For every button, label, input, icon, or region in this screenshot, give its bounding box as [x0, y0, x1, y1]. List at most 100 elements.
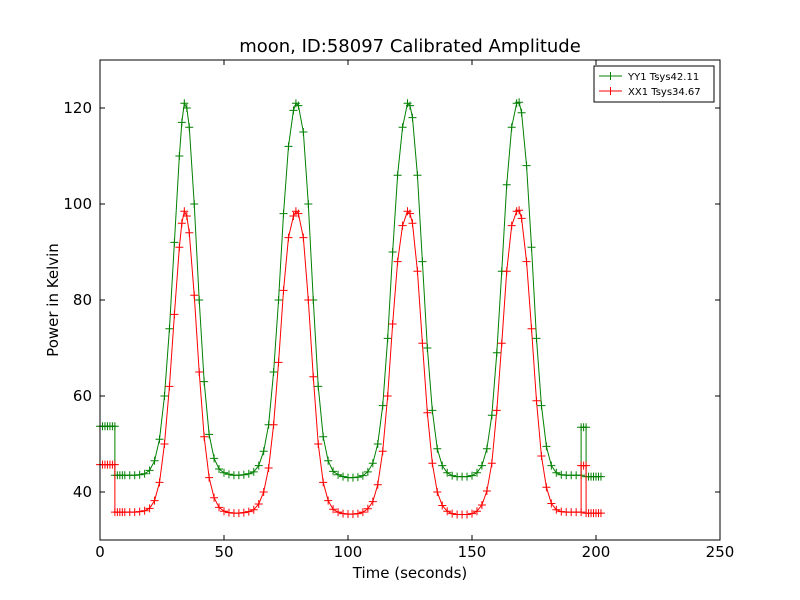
series-1-point-98	[527, 243, 536, 252]
series-1-point-23	[177, 118, 186, 127]
series-1-point-93	[507, 123, 516, 132]
series-1-point-80	[443, 468, 452, 477]
series-1-point-67	[383, 334, 392, 343]
series-1-point-79	[438, 461, 447, 470]
series-1	[96, 98, 605, 482]
series-1-point-37	[239, 470, 248, 479]
series-1-point-92	[502, 180, 511, 189]
series-1-point-95	[515, 98, 524, 107]
series-1-point-25	[182, 104, 191, 112]
series-2-point-85	[468, 509, 476, 518]
y-axis-label: Power in Kelvin	[44, 243, 62, 357]
series-2-point-111	[582, 461, 591, 470]
series-1-point-34	[224, 470, 233, 479]
series-2-point-47	[289, 212, 298, 220]
series-2-point-54	[319, 478, 328, 487]
series-1-point-89	[487, 411, 496, 420]
series-2-point-63	[363, 504, 372, 513]
series-layer	[96, 98, 605, 519]
series-2-point-20	[165, 382, 174, 391]
series-2-point-69	[393, 257, 402, 266]
series-1-point-66	[378, 401, 387, 410]
series-1-point-21	[170, 238, 179, 247]
series-1-point-76	[423, 344, 432, 352]
series-1-point-97	[522, 161, 531, 170]
series-2-point-108	[577, 508, 586, 517]
series-1-point-57	[334, 470, 343, 479]
series-2-point-44	[274, 358, 283, 367]
series-2-point-40	[254, 500, 263, 508]
legend-box	[593, 65, 715, 103]
series-1-point-111	[582, 423, 591, 432]
series-2-point-80	[443, 507, 452, 516]
series-2-point-103	[552, 505, 561, 514]
series-2-point-96	[517, 214, 526, 223]
series-1-point-18	[155, 435, 164, 444]
series-1-point-72	[406, 101, 414, 110]
series-2-point-17	[150, 496, 159, 505]
series-2-point-18	[155, 478, 164, 487]
series-1-point-30	[205, 430, 214, 439]
series-1-point-73	[408, 113, 417, 122]
series-2-point-78	[433, 488, 442, 496]
series-2-point-33	[220, 507, 228, 516]
y-tick-label-40: 40	[73, 483, 92, 501]
series-2-point-43	[269, 420, 278, 429]
series-2-point-102	[547, 499, 556, 508]
series-1-point-17	[150, 456, 159, 465]
series-1-point-54	[319, 432, 328, 441]
series-1-point-81	[448, 471, 457, 480]
series-1-point-61	[353, 473, 362, 482]
series-1-point-14	[135, 470, 144, 479]
series-1-point-70	[398, 123, 407, 132]
series-1-point-43	[269, 368, 278, 376]
series-2-point-98	[527, 324, 536, 333]
series-1-point-75	[418, 257, 427, 266]
series-1-point-88	[482, 444, 491, 453]
series-1-point-28	[195, 296, 204, 304]
tick-layer: 0 50 100 150 200 250 40 60 80 100 120	[63, 60, 734, 561]
series-2-point-56	[329, 505, 338, 514]
series-2	[96, 206, 605, 519]
plot-frame	[100, 60, 720, 540]
series-2-point-26	[185, 228, 194, 237]
series-1-point-87	[477, 461, 486, 470]
x-tick-label-50: 50	[214, 543, 233, 561]
series-1-point-53	[314, 382, 323, 391]
series-1-point-49	[294, 101, 303, 110]
series-2-point-73	[408, 219, 417, 228]
legend-label-2: XX1 Tsys34.67	[628, 87, 701, 98]
legend-entry-2: XX1 Tsys34.67	[599, 87, 701, 98]
x-tick-label-100: 100	[334, 543, 363, 561]
series-2-point-84	[463, 510, 472, 519]
series-1-point-86	[472, 468, 481, 477]
series-2-point-90	[492, 406, 501, 415]
series-2-point-100	[537, 452, 546, 460]
x-tick-label-200: 200	[582, 543, 611, 561]
series-1-point-46	[284, 142, 293, 151]
series-1-point-78	[433, 444, 442, 453]
series-1-point-63	[363, 467, 372, 476]
series-2-point-118	[596, 509, 605, 518]
series-2-point-89	[487, 459, 496, 468]
series-2-point-67	[383, 392, 392, 400]
x-tick-label-150: 150	[458, 543, 487, 561]
series-1-point-85	[468, 471, 476, 480]
series-2-point-99	[532, 396, 541, 405]
series-2-point-51	[304, 296, 313, 304]
series-2-point-37	[239, 508, 248, 517]
series-2-point-16	[145, 504, 154, 513]
series-1-point-55	[324, 456, 333, 465]
series-1-point-41	[259, 447, 268, 456]
series-1-point-103	[552, 468, 561, 477]
series-1-point-64	[368, 459, 377, 468]
series-2-point-22	[175, 243, 184, 252]
series-1-point-38	[244, 469, 253, 478]
legend-label-1: YY1 Tsys42.11	[627, 72, 699, 83]
series-2-point-95	[515, 206, 524, 215]
series-1-point-19	[160, 392, 169, 400]
y-tick-label-80: 80	[73, 291, 92, 309]
series-1-point-102	[547, 461, 556, 470]
series-2-point-92	[502, 267, 511, 276]
series-1-point-101	[542, 442, 551, 451]
